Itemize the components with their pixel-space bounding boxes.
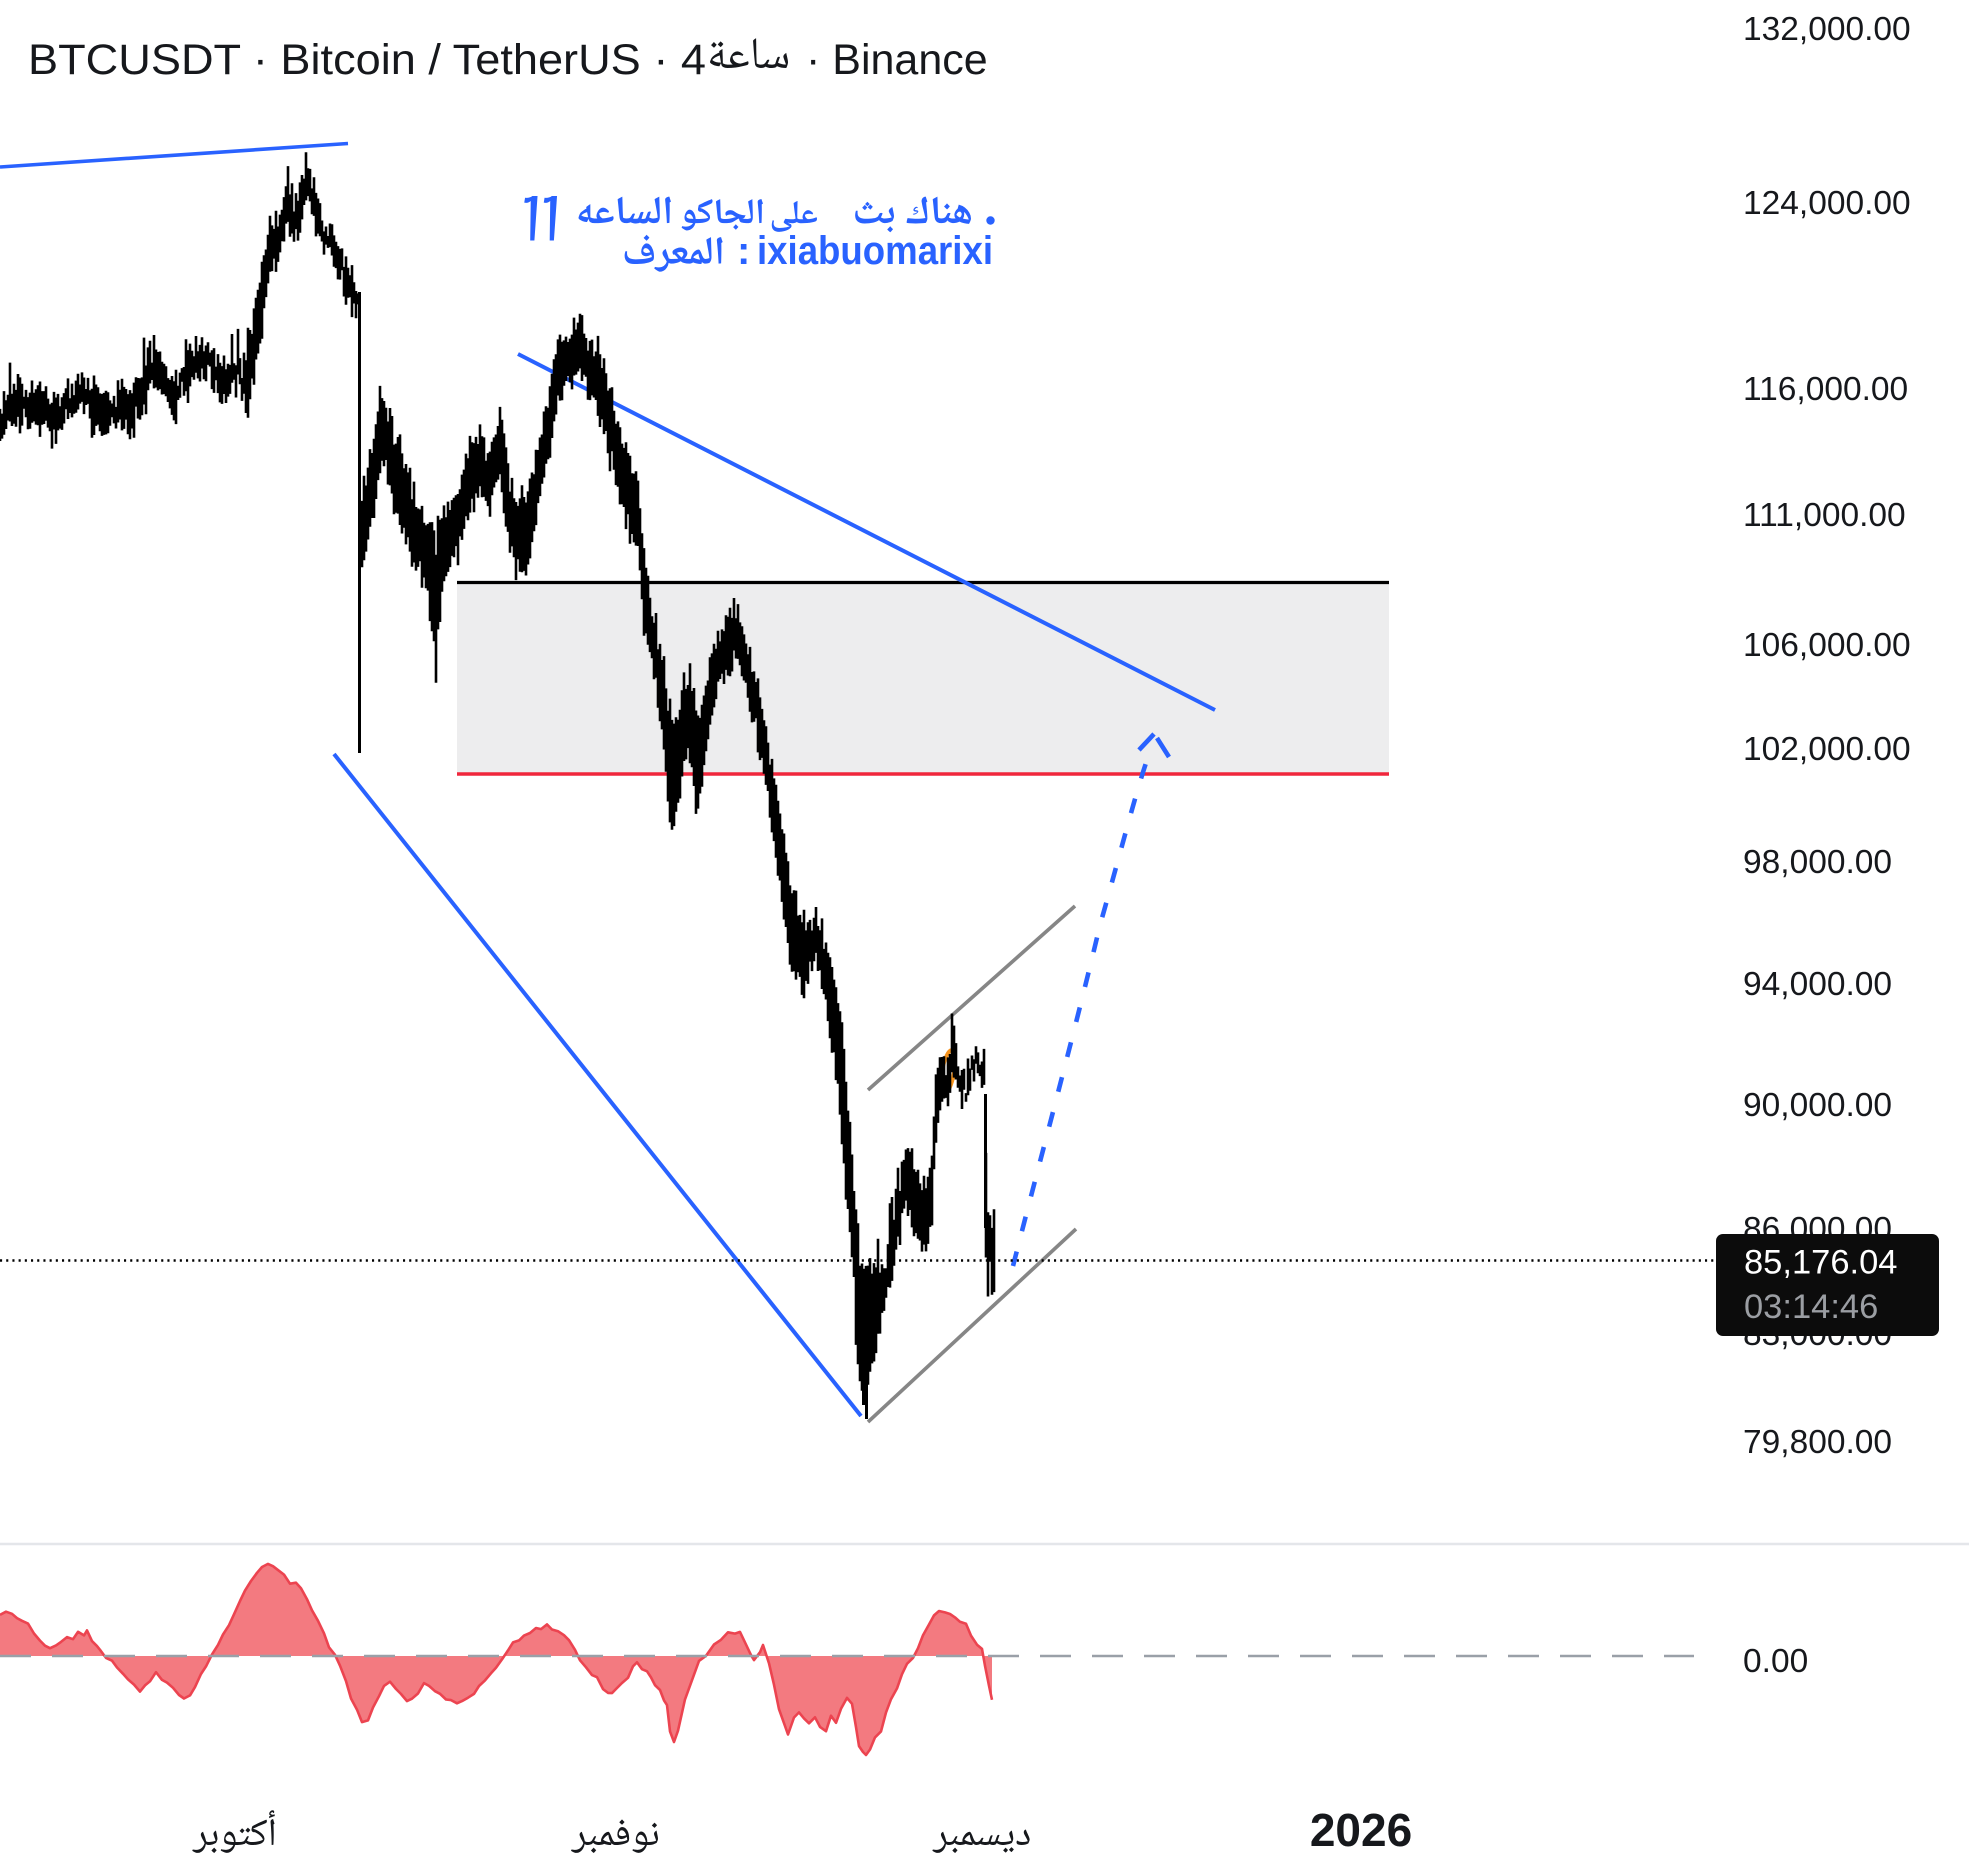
svg-text:102,000.00: 102,000.00 (1743, 731, 1911, 768)
svg-text:03:14:46: 03:14:46 (1744, 1288, 1878, 1326)
svg-text:90,000.00: 90,000.00 (1743, 1087, 1892, 1124)
svg-text:BTCUSDT · Bitcoin / TetherUS ·: BTCUSDT · Bitcoin / TetherUS · 4 (28, 36, 706, 84)
svg-text:116,000.00: 116,000.00 (1743, 371, 1908, 408)
svg-text:· Binance: · Binance (806, 36, 988, 84)
svg-text:124,000.00: 124,000.00 (1743, 185, 1911, 222)
svg-text:106,000.00: 106,000.00 (1743, 627, 1911, 664)
svg-text:111,000.00: 111,000.00 (1743, 497, 1906, 534)
svg-text::: : (737, 229, 750, 273)
svg-text:ixiabuomarixi: ixiabuomarixi (757, 229, 993, 273)
svg-text:79,800.00: 79,800.00 (1743, 1424, 1892, 1461)
svg-text:2026: 2026 (1310, 1804, 1412, 1856)
svg-text:85,176.04: 85,176.04 (1744, 1244, 1897, 1282)
svg-text:98,000.00: 98,000.00 (1743, 844, 1892, 881)
svg-text:94,000.00: 94,000.00 (1743, 966, 1892, 1003)
svg-text:0.00: 0.00 (1743, 1643, 1808, 1680)
svg-text:132,000.00: 132,000.00 (1743, 11, 1911, 48)
